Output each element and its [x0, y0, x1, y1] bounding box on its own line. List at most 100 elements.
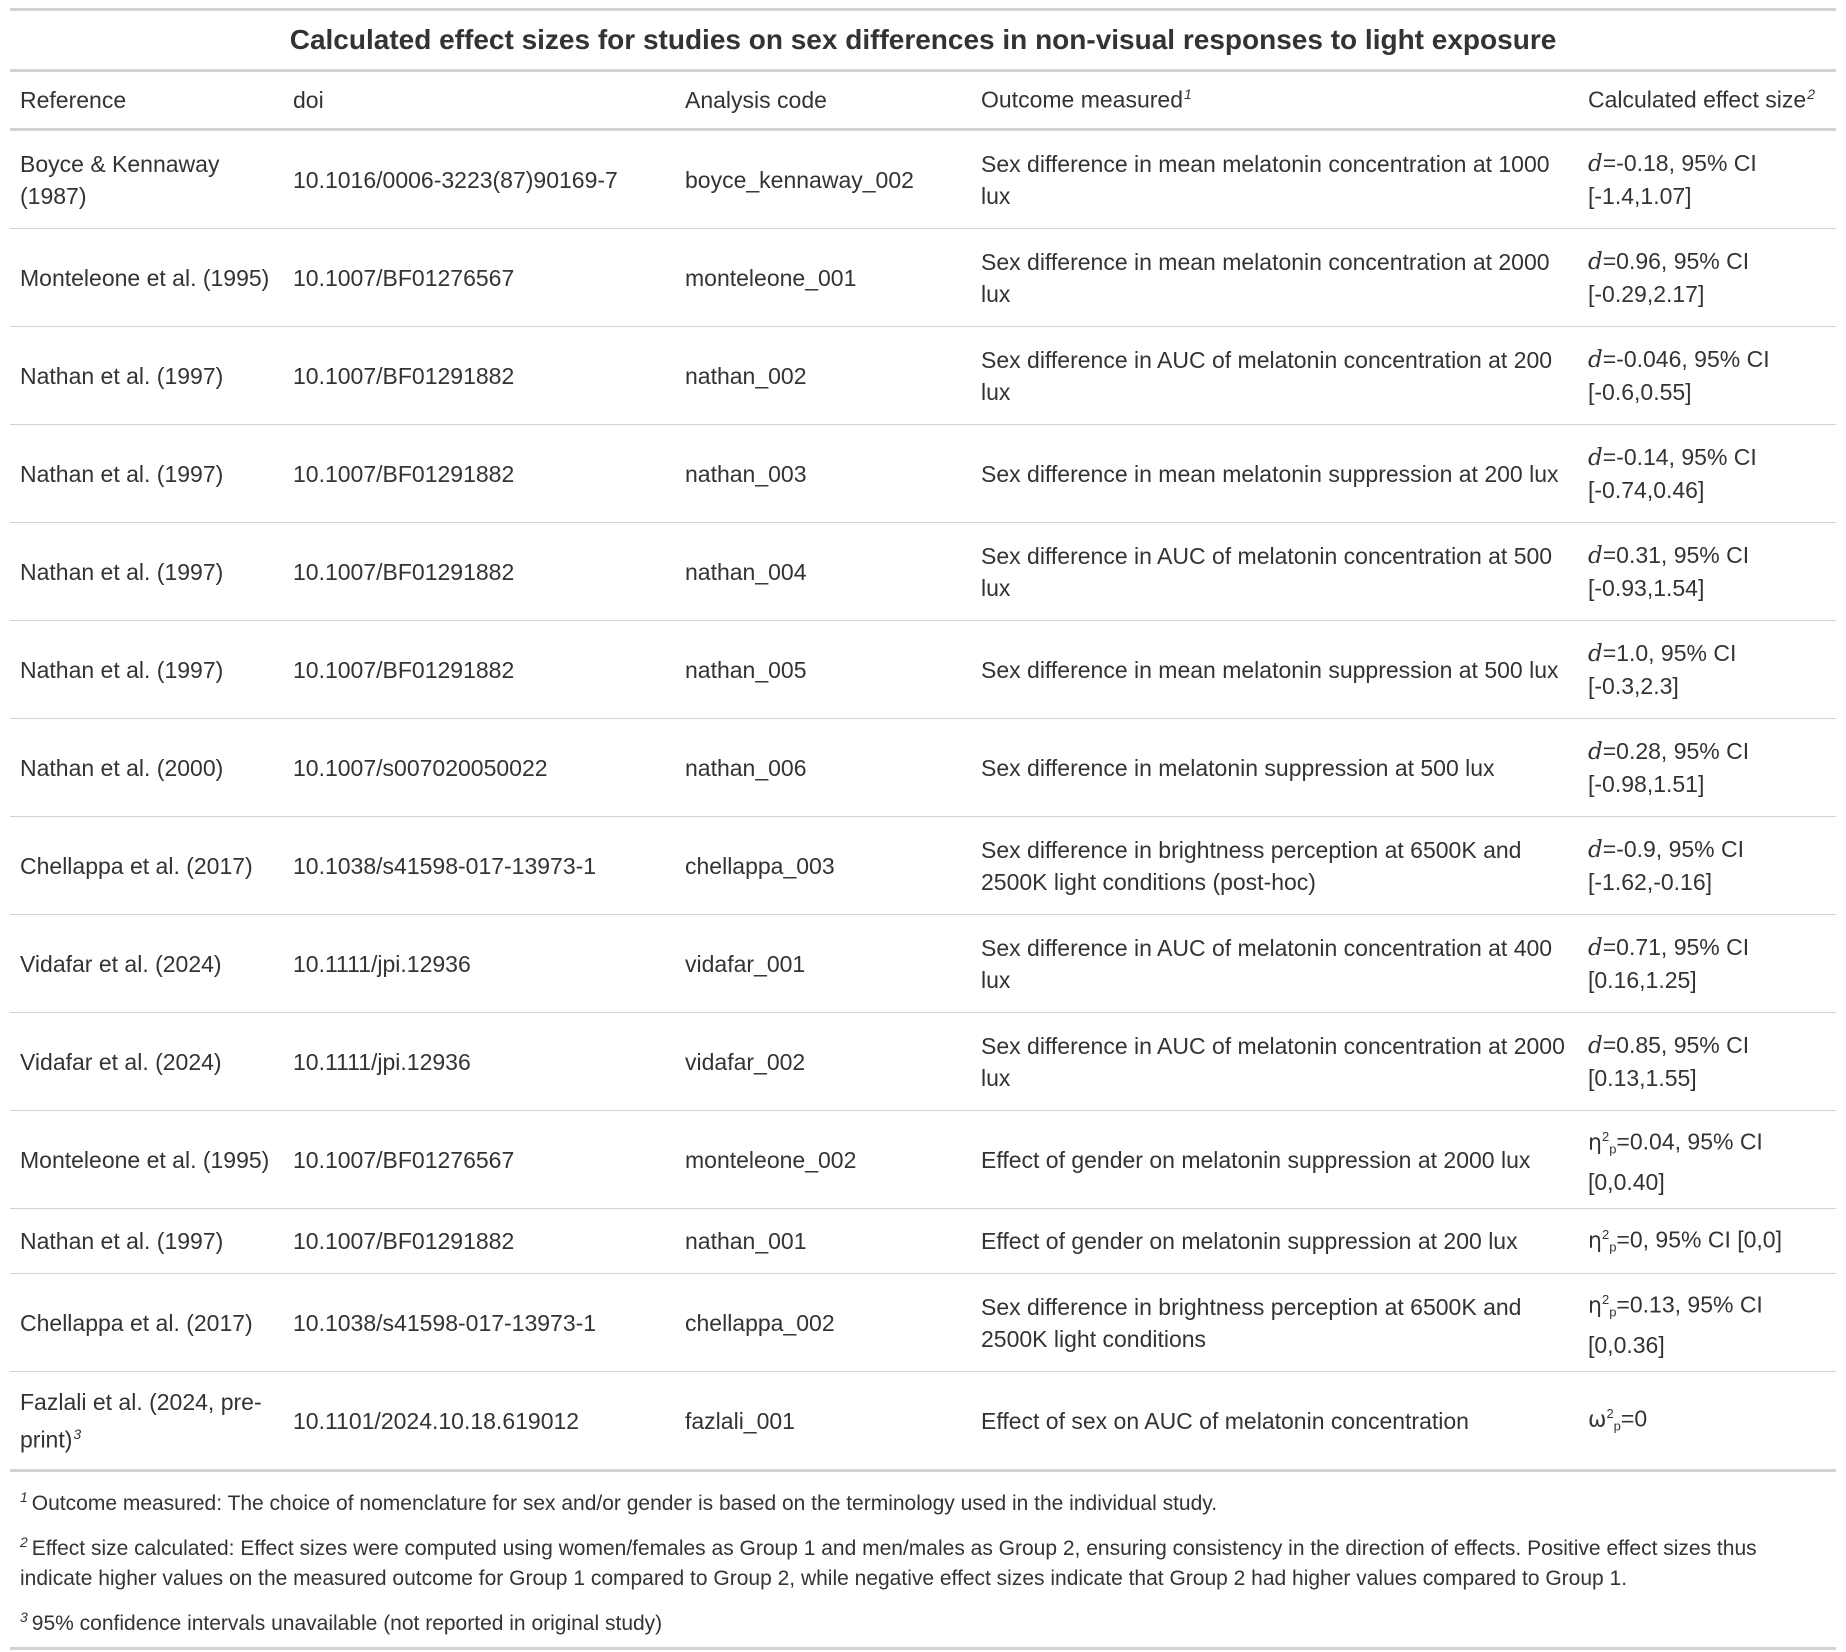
reference-text: Nathan et al. (1997) [20, 656, 224, 683]
table-row: Monteleone et al. (1995) 10.1007/BF012765… [10, 1110, 1836, 1209]
cell-outcome: Sex difference in mean melatonin concent… [971, 129, 1578, 229]
effect-symbol-subscript: p [1613, 1418, 1621, 1434]
effect-value: =0.96, 95% CI [-0.29,2.17] [1588, 248, 1750, 307]
reference-text: Boyce & Kennaway (1987) [20, 150, 220, 209]
table-row: Vidafar et al. (2024) 10.1111/jpi.12936 vi… [10, 914, 1836, 1013]
effect-value: =-0.14, 95% CI [-0.74,0.46] [1588, 444, 1757, 503]
cell-reference: Nathan et al. (1997) [10, 522, 283, 621]
table-row: Nathan et al. (1997) 10.1007/BF01291882 na… [10, 424, 1836, 523]
effect-value: =0.04, 95% CI [0,0.40] [1588, 1128, 1763, 1195]
cell-outcome: Sex difference in brightness perception … [971, 1273, 1578, 1372]
cell-outcome: Sex difference in mean melatonin concent… [971, 228, 1578, 327]
effect-symbol: d [1588, 445, 1603, 471]
table-row: Chellappa et al. (2017) 10.1038/s41598-01… [10, 816, 1836, 915]
cell-doi: 10.1007/BF01276567 [283, 1110, 675, 1209]
cell-outcome: Effect of gender on melatonin suppressio… [971, 1208, 1578, 1274]
cell-analysis-code: nathan_005 [675, 620, 971, 719]
effect-symbol: d [1588, 641, 1603, 667]
effect-size-table-container: Calculated effect sizes for studies on s… [10, 8, 1836, 1650]
cell-effect-size: d=-0.9, 95% CI [-1.62,-0.16] [1578, 816, 1836, 915]
effect-symbol: d [1588, 151, 1603, 177]
cell-effect-size: d=0.96, 95% CI [-0.29,2.17] [1578, 228, 1836, 327]
cell-doi: 10.1016/0006-3223(87)90169-7 [283, 129, 675, 229]
cell-reference: Nathan et al. (1997) [10, 620, 283, 719]
cell-effect-size: d=0.28, 95% CI [-0.98,1.51] [1578, 718, 1836, 817]
cell-doi: 10.1007/BF01291882 [283, 424, 675, 523]
reference-text: Fazlali et al. (2024, pre-print) [20, 1388, 262, 1453]
cell-effect-size: d=0.85, 95% CI [0.13,1.55] [1578, 1012, 1836, 1111]
column-header-doi: doi [283, 70, 675, 131]
footnote-body: Outcome measured: The choice of nomencla… [31, 1492, 1218, 1515]
cell-reference: Nathan et al. (1997) [10, 1208, 283, 1274]
effect-symbol: η [1588, 1228, 1602, 1254]
table-row: Monteleone et al. (1995) 10.1007/BF012765… [10, 228, 1836, 327]
cell-outcome: Sex difference in mean melatonin suppres… [971, 620, 1578, 719]
table-title: Calculated effect sizes for studies on s… [10, 8, 1836, 72]
cell-outcome: Sex difference in brightness perception … [971, 816, 1578, 915]
cell-doi: 10.1007/BF01291882 [283, 620, 675, 719]
cell-outcome: Sex difference in AUC of melatonin conce… [971, 914, 1578, 1013]
cell-doi: 10.1007/BF01291882 [283, 326, 675, 425]
cell-effect-size: d=-0.14, 95% CI [-0.74,0.46] [1578, 424, 1836, 523]
table-row: Nathan et al. (1997) 10.1007/BF01291882 na… [10, 522, 1836, 621]
table-row: Fazlali et al. (2024, pre-print)3 10.1101… [10, 1371, 1836, 1472]
reference-text: Monteleone et al. (1995) [20, 264, 270, 291]
cell-effect-size: η2p=0.13, 95% CI [0,0.36] [1578, 1273, 1836, 1372]
cell-analysis-code: nathan_004 [675, 522, 971, 621]
effect-value: =0.31, 95% CI [-0.93,1.54] [1588, 542, 1750, 601]
cell-analysis-code: nathan_006 [675, 718, 971, 817]
cell-reference: Fazlali et al. (2024, pre-print)3 [10, 1371, 283, 1472]
column-header-analysis-code: Analysis code [675, 70, 971, 131]
cell-analysis-code: boyce_kennaway_002 [675, 129, 971, 229]
table-row: Nathan et al. (1997) 10.1007/BF01291882 na… [10, 620, 1836, 719]
footnote-marker: 2 [20, 1534, 28, 1550]
footnote-marker: 2 [1807, 86, 1815, 103]
cell-reference: Nathan et al. (1997) [10, 424, 283, 523]
reference-text: Chellappa et al. (2017) [20, 1309, 253, 1336]
effect-symbol-superscript: 2 [1601, 1226, 1610, 1242]
reference-text: Nathan et al. (1997) [20, 362, 224, 389]
cell-effect-size: d=1.0, 95% CI [-0.3,2.3] [1578, 620, 1836, 719]
footnote-row: 1 Outcome measured: The choice of nomencl… [10, 1471, 1836, 1524]
cell-doi: 10.1111/jpi.12936 [283, 914, 675, 1013]
table-row: Nathan et al. (1997) 10.1007/BF01291882 na… [10, 1208, 1836, 1274]
effect-value: =0.71, 95% CI [0.16,1.25] [1588, 934, 1750, 993]
effect-value: =0 [1620, 1405, 1648, 1432]
table-row: Boyce & Kennaway (1987) 10.1016/0006-3223… [10, 129, 1836, 229]
effect-value: =-0.9, 95% CI [-1.62,-0.16] [1588, 836, 1745, 895]
effect-symbol-subscript: p [1609, 1239, 1617, 1255]
footnote-marker: 3 [73, 1425, 82, 1442]
cell-analysis-code: nathan_003 [675, 424, 971, 523]
cell-analysis-code: vidafar_002 [675, 1012, 971, 1111]
column-header-row: Reference doi Analysis code Outcome meas… [10, 70, 1836, 131]
reference-text: Vidafar et al. (2024) [20, 950, 222, 977]
effect-value: =-0.046, 95% CI [-0.6,0.55] [1588, 346, 1770, 405]
cell-reference: Monteleone et al. (1995) [10, 228, 283, 327]
effect-size-table: Calculated effect sizes for studies on s… [10, 8, 1836, 1650]
cell-outcome: Sex difference in AUC of melatonin conce… [971, 1012, 1578, 1111]
effect-value: =0.28, 95% CI [-0.98,1.51] [1588, 738, 1750, 797]
cell-reference: Chellappa et al. (2017) [10, 816, 283, 915]
cell-analysis-code: chellappa_003 [675, 816, 971, 915]
cell-reference: Monteleone et al. (1995) [10, 1110, 283, 1209]
effect-symbol: d [1588, 1033, 1603, 1059]
effect-value: =0.85, 95% CI [0.13,1.55] [1588, 1032, 1750, 1091]
cell-effect-size: ω2p=0 [1578, 1371, 1836, 1472]
cell-outcome: Sex difference in AUC of melatonin conce… [971, 522, 1578, 621]
cell-analysis-code: vidafar_001 [675, 914, 971, 1013]
cell-doi: 10.1038/s41598-017-13973-1 [283, 1273, 675, 1372]
effect-symbol: d [1588, 935, 1603, 961]
effect-symbol: d [1588, 739, 1603, 765]
effect-symbol: η [1588, 1130, 1602, 1156]
column-header-reference: Reference [10, 70, 283, 131]
effect-value: =1.0, 95% CI [-0.3,2.3] [1588, 640, 1737, 699]
effect-value: =0, 95% CI [0,0] [1616, 1226, 1782, 1253]
footnote-body: Effect size calculated: Effect sizes wer… [20, 1537, 1757, 1590]
footnote-row: 2 Effect size calculated: Effect sizes we… [10, 1523, 1836, 1598]
effect-value: =-0.18, 95% CI [-1.4,1.07] [1588, 150, 1757, 209]
footnote-text: 3 95% confidence intervals unavailable (n… [10, 1598, 1836, 1650]
cell-analysis-code: fazlali_001 [675, 1371, 971, 1472]
cell-reference: Boyce & Kennaway (1987) [10, 129, 283, 229]
table-footnotes: 1 Outcome measured: The choice of nomencl… [10, 1471, 1836, 1650]
cell-analysis-code: chellappa_002 [675, 1273, 971, 1372]
